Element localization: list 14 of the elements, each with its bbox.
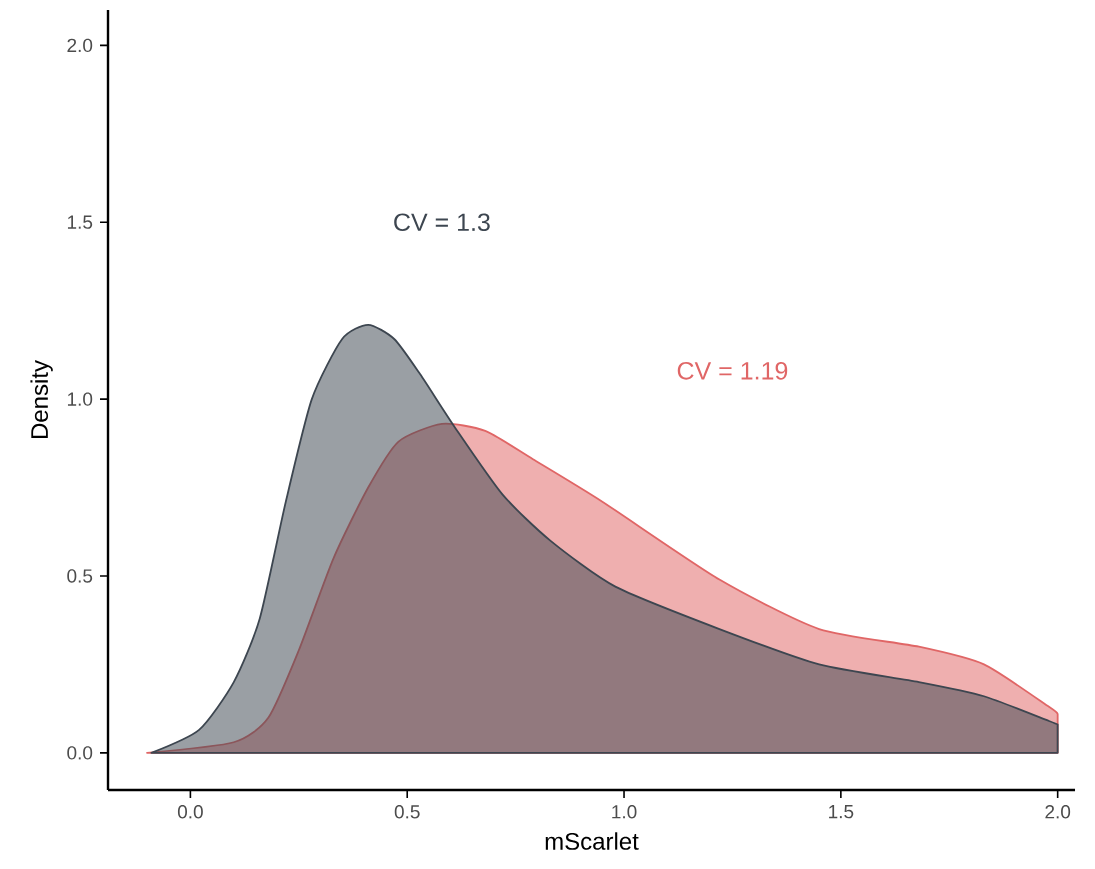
- y-tick-label: 0.0: [67, 746, 93, 760]
- y-tick-label: 0.5: [67, 569, 93, 583]
- y-tick-label: 1.0: [67, 392, 93, 406]
- x-tick-label: 0.0: [177, 805, 203, 819]
- x-tick-label: 2.0: [1045, 805, 1071, 819]
- x-axis-title: mScarlet: [545, 832, 639, 850]
- text: CV = 1.19: [677, 361, 788, 380]
- text: CV = 1.3: [394, 213, 490, 232]
- y-tick-label: 1.5: [67, 215, 93, 229]
- x-tick-label: 1.0: [612, 805, 637, 819]
- y-axis-title: Density: [30, 360, 53, 439]
- x-tick-label: 1.5: [829, 805, 854, 819]
- y-tick-label: 2.0: [67, 38, 93, 53]
- x-tick-label: 0.5: [394, 805, 420, 819]
